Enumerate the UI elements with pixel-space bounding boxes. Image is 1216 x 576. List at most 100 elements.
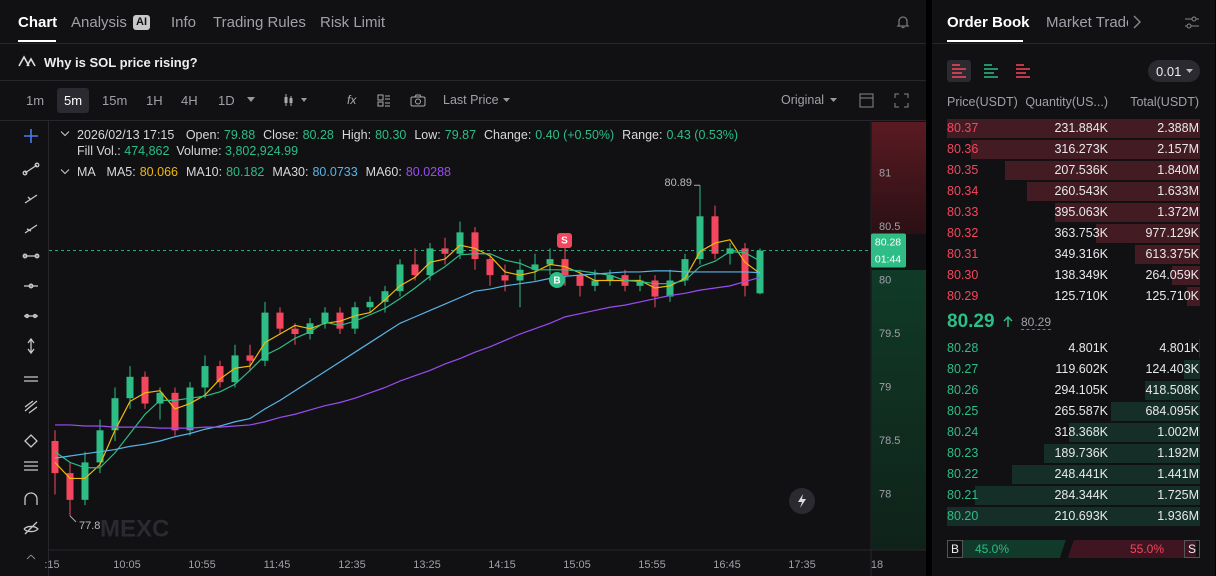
settings-icon[interactable] (859, 93, 874, 108)
precision-select[interactable] (1148, 60, 1200, 82)
candle-body (486, 259, 494, 276)
candle-body (276, 312, 284, 329)
tab[interactable]: Order Book (947, 14, 1030, 31)
sell-box (1184, 540, 1200, 558)
total: 1.441M (1157, 467, 1199, 481)
price: 80.36 (947, 142, 979, 156)
buy-box (947, 540, 963, 558)
candle-body (186, 387, 194, 431)
total: 1.936M (1157, 509, 1199, 523)
layout-icon[interactable] (377, 94, 391, 107)
buy-label: B (951, 542, 960, 556)
tab[interactable]: Info (171, 14, 197, 31)
depth-bar (1145, 381, 1200, 400)
collapse-arrow[interactable] (60, 130, 70, 138)
depth-bar (947, 119, 1200, 138)
bell-icon[interactable] (895, 14, 911, 30)
column-header: Quantity(US...) (1025, 95, 1108, 109)
candle-body (741, 248, 749, 286)
x-tick-label: 18 (871, 559, 883, 571)
quantity: 210.693K (1054, 509, 1108, 523)
candle-type-icon[interactable] (283, 93, 311, 107)
dropdown-arrow[interactable] (502, 97, 511, 104)
last-price-label: 80.28 (875, 236, 901, 248)
order-row: 80.22 248.441K 1.441M (932, 464, 1215, 484)
total: 1.372M (1157, 205, 1199, 219)
depth-bar (1069, 423, 1200, 442)
quantity: 265.587K (1054, 404, 1108, 418)
view-toggles[interactable] (947, 60, 1057, 82)
order-row: 80.23 189.736K 1.192M (932, 443, 1215, 463)
quantity: 316.273K (1054, 142, 1108, 156)
x-tick-label: :15 (44, 559, 59, 571)
candle-body (711, 216, 719, 254)
buy-marker (549, 272, 565, 288)
quantity: 318.368K (1054, 425, 1108, 439)
candle-body (456, 232, 464, 254)
interval[interactable]: 1D (218, 93, 235, 108)
candle-body (681, 259, 689, 281)
sell-label: S (1187, 542, 1196, 556)
candle-body (576, 275, 584, 286)
label: Open: (185, 128, 220, 142)
quantity: 260.543K (1054, 184, 1108, 198)
tab[interactable]: Market Trades (1046, 14, 1128, 31)
tab[interactable]: Risk Limit (320, 14, 386, 31)
price: 80.33 (947, 205, 979, 219)
question-link[interactable]: Why is SOL price rising? (44, 55, 198, 70)
tab[interactable]: Analysis (71, 14, 127, 31)
low-pointer (69, 515, 77, 523)
camera-icon[interactable] (410, 94, 426, 107)
fullscreen-icon[interactable] (894, 93, 909, 108)
tab-underline (18, 40, 56, 42)
y-tick-label: 80.5 (879, 221, 900, 233)
candle-time: 2026/02/13 17:15 (77, 128, 175, 142)
total: 124.403K (1145, 362, 1199, 376)
interval[interactable]: 5m (64, 93, 83, 108)
dropdown-arrow[interactable] (829, 97, 838, 104)
last-price-tag (871, 233, 906, 268)
legend-value: 80.0288 (405, 165, 451, 179)
candle-body (591, 280, 599, 286)
candle-body (246, 355, 254, 361)
divider (48, 121, 49, 576)
legend-value: 80.0733 (312, 165, 358, 179)
candle-body (126, 376, 134, 399)
tab[interactable]: Chart (18, 14, 58, 31)
price-type[interactable]: Last Price (443, 93, 499, 107)
x-tick-label: 14:15 (488, 559, 516, 571)
label: Range: (622, 128, 663, 142)
candle-body (51, 441, 59, 474)
filter-icon[interactable] (1184, 15, 1200, 30)
depth-bar (974, 486, 1200, 505)
price: 80.28 (947, 341, 979, 355)
bids: 80.28 4.801K 4.801K 80.27 119.602K 124.403K 80… (932, 338, 1215, 528)
column-header: Price(USDT) (947, 95, 1018, 109)
candle-body (321, 312, 329, 324)
x-tick-label: 17:35 (788, 559, 816, 571)
order-row: 80.32 363.753K 977.129K (932, 223, 1215, 243)
depth-bar (1044, 444, 1200, 463)
candle-body (216, 366, 224, 383)
depth-bar (1186, 287, 1200, 306)
collapse-arrow[interactable] (60, 168, 70, 176)
interval[interactable]: 4H (181, 93, 198, 108)
interval[interactable]: 15m (102, 93, 128, 108)
indicator-icon[interactable]: fx (346, 93, 360, 107)
buy-percent: 45.0% (975, 542, 1010, 556)
scroll-arrow[interactable] (1132, 15, 1142, 29)
depth-bar (1172, 266, 1200, 285)
interval[interactable]: 1m (26, 93, 45, 108)
candle-body (111, 398, 119, 431)
quantity: 4.801K (1068, 341, 1108, 355)
volume-line: Fill Vol.: 474,862 Volume: 3,802,924.99 (77, 144, 298, 158)
tab[interactable]: Trading Rules (213, 14, 306, 31)
dropdown-arrow[interactable] (246, 96, 256, 104)
view-mode[interactable]: Original (781, 93, 825, 107)
candle-body (291, 328, 299, 334)
interval[interactable]: 1H (146, 93, 163, 108)
candle-body (546, 259, 554, 265)
label: Low: (414, 128, 441, 142)
order-row: 80.29 125.710K 125.710K (932, 286, 1215, 306)
candlestick-chart: 78 78.5 79 79.5 80 80.5 81:15 10:05 10:55 11:45 12… (44, 120, 926, 576)
